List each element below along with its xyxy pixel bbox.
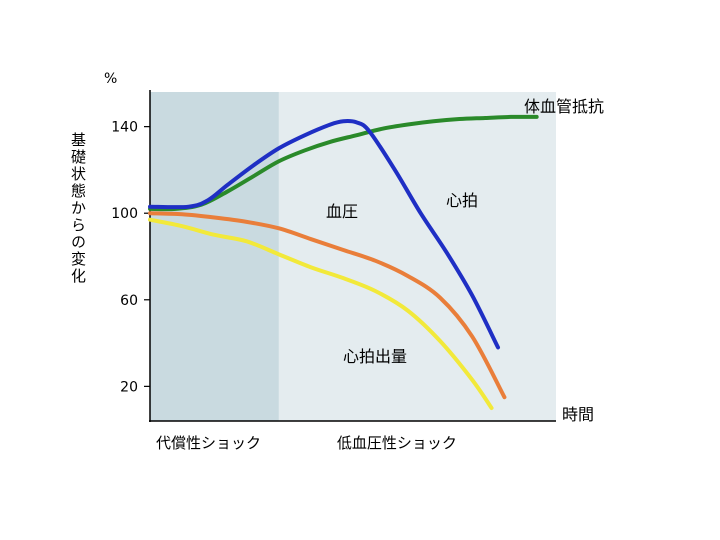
y-tick-label: 60 (120, 293, 138, 309)
phase-region-2 (278, 92, 556, 421)
series-label-heart-rate: 心拍 (446, 191, 478, 210)
y-tick-label: 140 (111, 120, 138, 136)
series-line-blood-pressure (148, 211, 507, 400)
series-label-vascular-resistance: 体血管抵抗 (524, 97, 604, 116)
phase-background-layer (150, 92, 556, 421)
series-layer (148, 114, 539, 411)
label-layer: % 時間 基礎状態からの変化 代償性ショック 低血圧性ショック 体血管抵抗心拍血圧心… (69, 71, 604, 452)
series-line-vascular-resistance (148, 114, 539, 212)
phase-label-1: 代償性ショック (156, 434, 261, 452)
x-axis-title: 時間 (562, 405, 594, 424)
series-label-blood-pressure: 血圧 (326, 202, 358, 221)
y-unit-label: % (104, 71, 117, 87)
axis-layer (149, 90, 556, 422)
y-tick-label: 100 (111, 206, 138, 222)
series-line-heart-rate (148, 118, 500, 350)
y-tick-label: 20 (120, 379, 138, 395)
phase-label-2: 低血圧性ショック (337, 434, 457, 452)
y-axis-title: 基礎状態からの変化 (69, 132, 87, 285)
phase-region-1 (150, 92, 279, 421)
series-line-cardiac-output (148, 217, 494, 411)
series-label-cardiac-output: 心拍出量 (343, 347, 407, 366)
y-tick-layer: 20 60 100 140 (111, 120, 150, 395)
